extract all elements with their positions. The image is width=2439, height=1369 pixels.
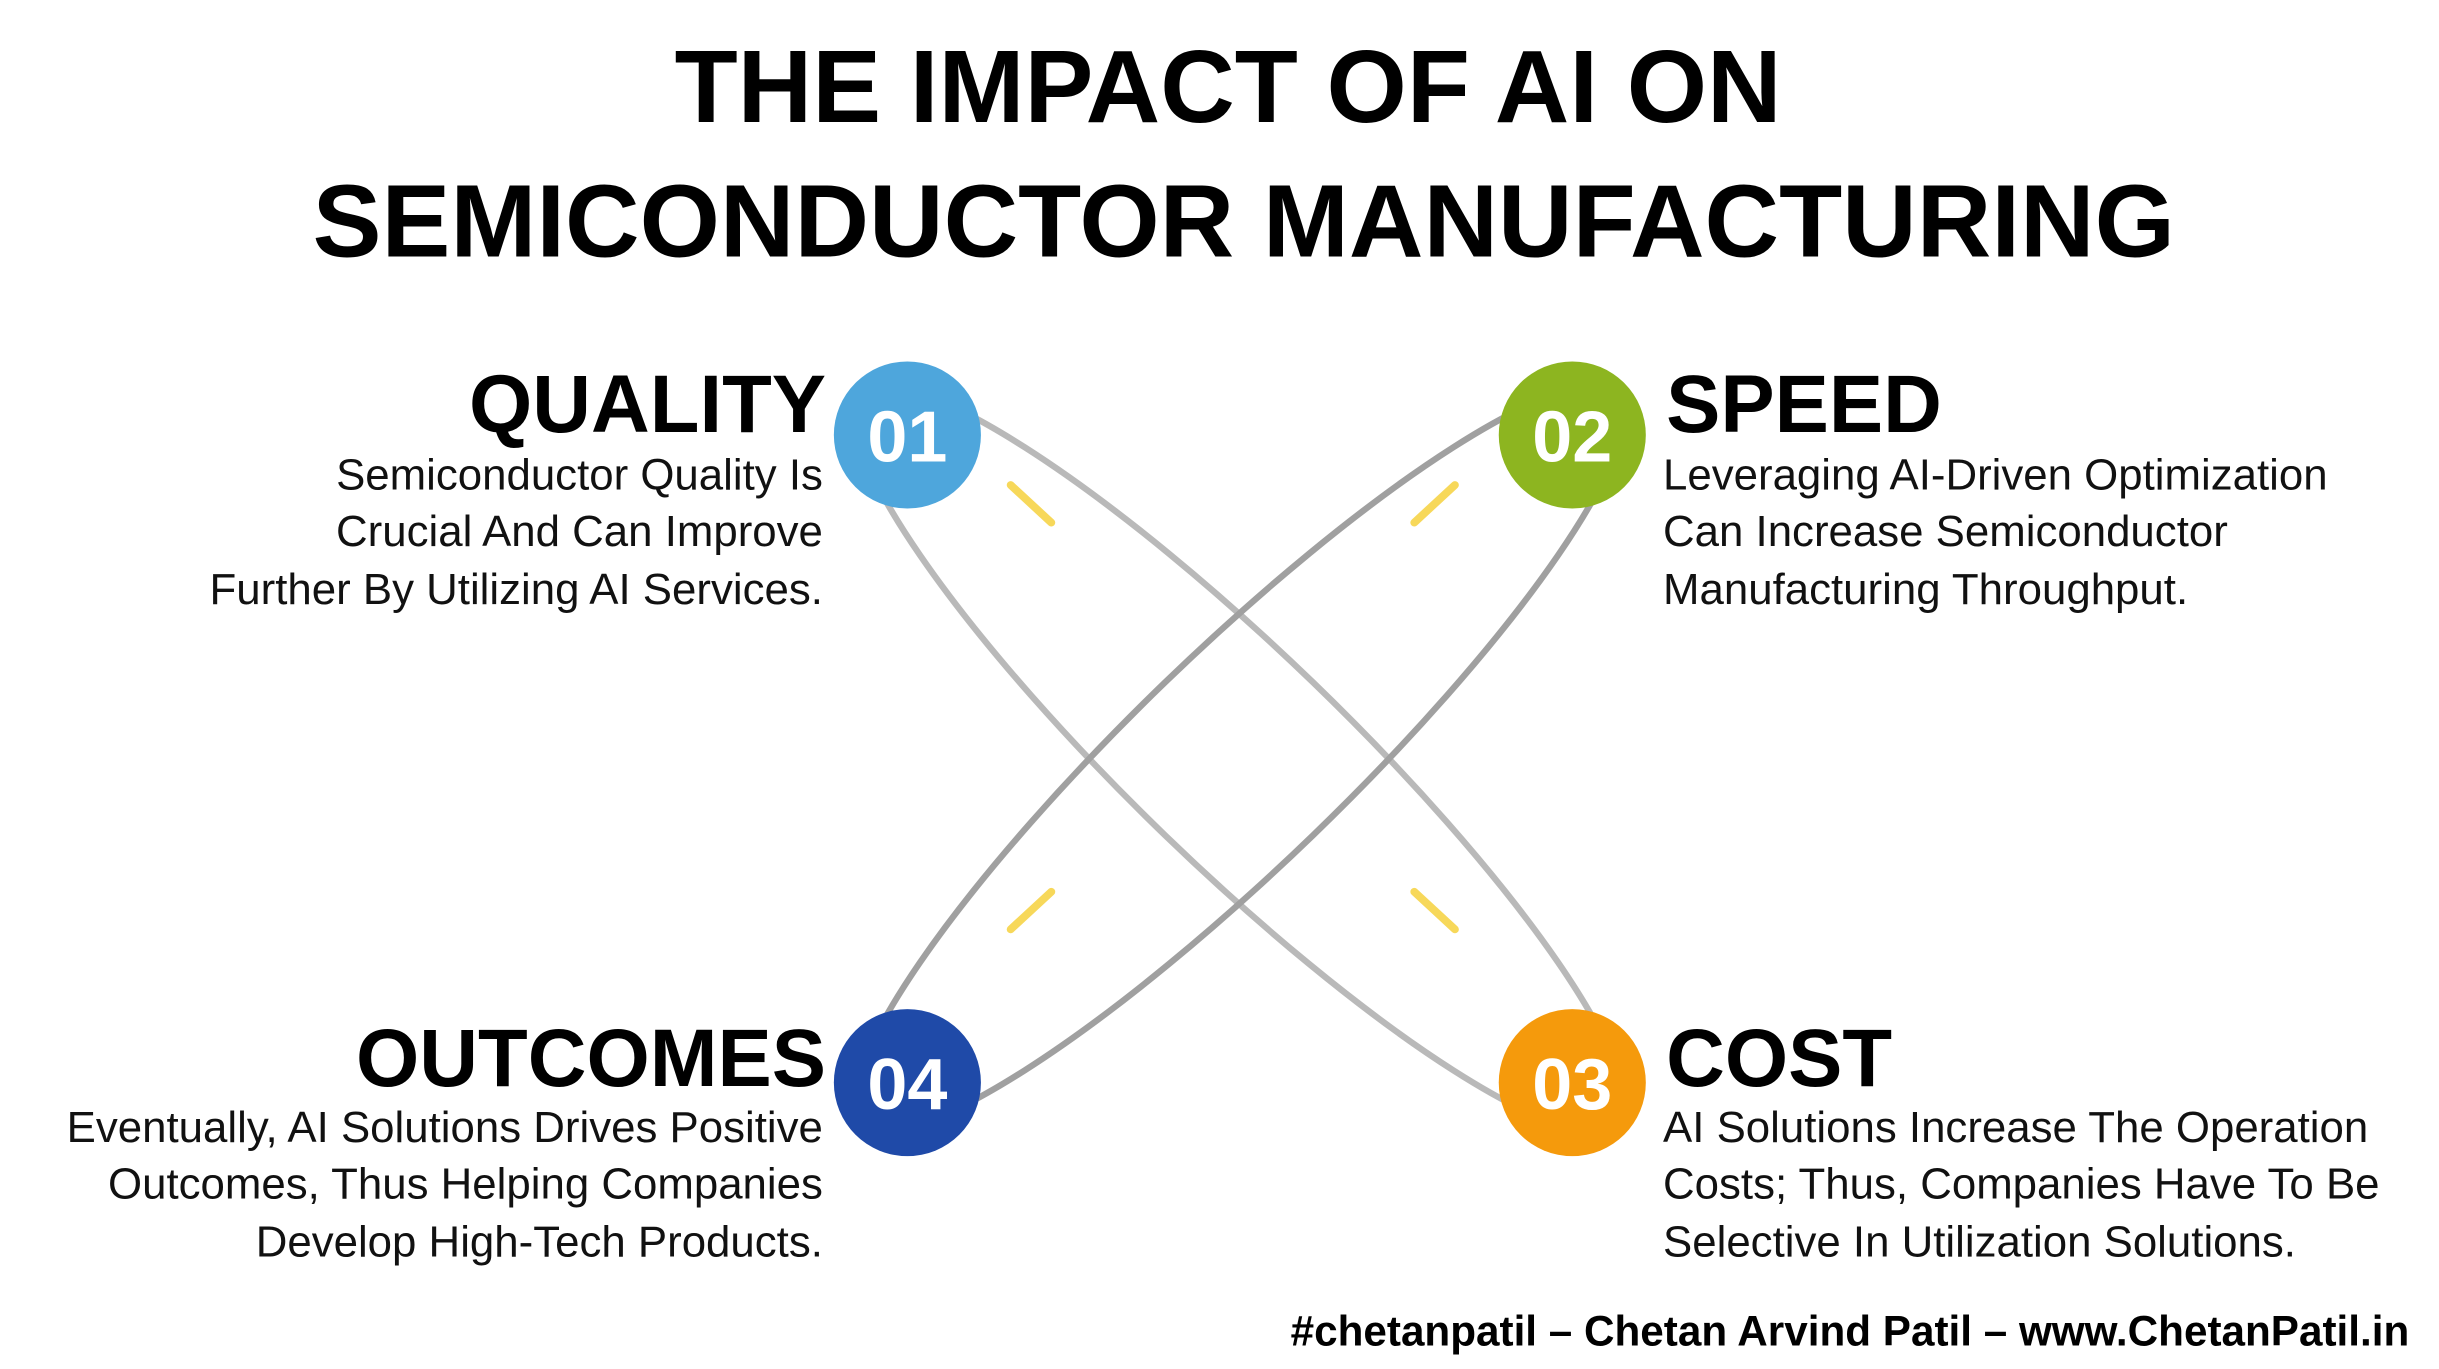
- description-line: Outcomes, Thus Helping Companies: [108, 1159, 823, 1208]
- badge: [833, 1009, 981, 1157]
- description-line: Develop High-Tech Products.: [256, 1217, 823, 1266]
- description-line: Leveraging AI-Driven Optimization: [1663, 451, 2328, 500]
- title-line: SEMICONDUCTOR MANUFACTURING: [313, 164, 2175, 279]
- description-line: Selective In Utilization Solutions.: [1663, 1217, 2296, 1266]
- badge: [833, 361, 981, 509]
- heading: OUTCOMES: [356, 1013, 826, 1104]
- badge-number: 02: [1532, 398, 1612, 478]
- title-line: THE IMPACT OF AI ON: [675, 29, 1782, 144]
- description-line: Manufacturing Throughput.: [1663, 565, 2188, 614]
- heading: COST: [1666, 1013, 1892, 1104]
- badge: [1498, 361, 1646, 509]
- description-line: Semiconductor Quality Is: [336, 451, 823, 500]
- description-line: Crucial And Can Improve: [336, 507, 823, 556]
- description-line: Further By Utilizing AI Services.: [210, 565, 823, 614]
- dash: [1410, 481, 1459, 527]
- dash: [1410, 887, 1459, 934]
- badge: [1498, 1009, 1646, 1157]
- dash: [1006, 481, 1056, 527]
- dashes: [1006, 481, 1459, 934]
- description-line: AI Solutions Increase The Operation: [1663, 1103, 2368, 1152]
- badge-number: 04: [867, 1045, 947, 1125]
- heading: SPEED: [1666, 359, 1942, 450]
- badge-number: 01: [867, 398, 947, 478]
- badge-number: 03: [1532, 1045, 1612, 1125]
- footer: #chetanpatil – Chetan Arvind Patil – www…: [1291, 1307, 2410, 1354]
- heading: QUALITY: [469, 359, 826, 450]
- description-line: Can Increase Semiconductor: [1663, 507, 2228, 556]
- description-line: Costs; Thus, Companies Have To Be: [1663, 1159, 2380, 1208]
- description-line: Eventually, AI Solutions Drives Positive: [67, 1103, 823, 1152]
- dash: [1006, 887, 1056, 934]
